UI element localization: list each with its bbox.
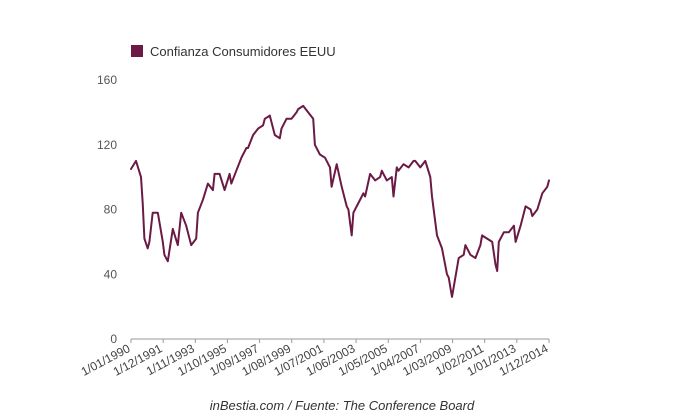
legend-swatch: [131, 45, 143, 57]
legend-label: Confianza Consumidores EEUU: [150, 44, 336, 59]
legend: Confianza Consumidores EEUU: [131, 44, 336, 59]
source-credit: inBestia.com / Fuente: The Conference Bo…: [210, 398, 475, 413]
y-tick-label: 120: [97, 138, 117, 152]
y-tick-label: 40: [104, 267, 118, 281]
y-tick-label: 0: [110, 332, 117, 346]
series-line-confianza-consumidores: [130, 104, 550, 298]
y-tick-label: 160: [97, 73, 117, 87]
x-axis: 1/01/19901/12/19911/11/19931/10/19951/09…: [79, 339, 551, 379]
y-tick-label: 80: [104, 203, 118, 217]
y-axis: 0 40 80 120 160: [97, 73, 117, 346]
